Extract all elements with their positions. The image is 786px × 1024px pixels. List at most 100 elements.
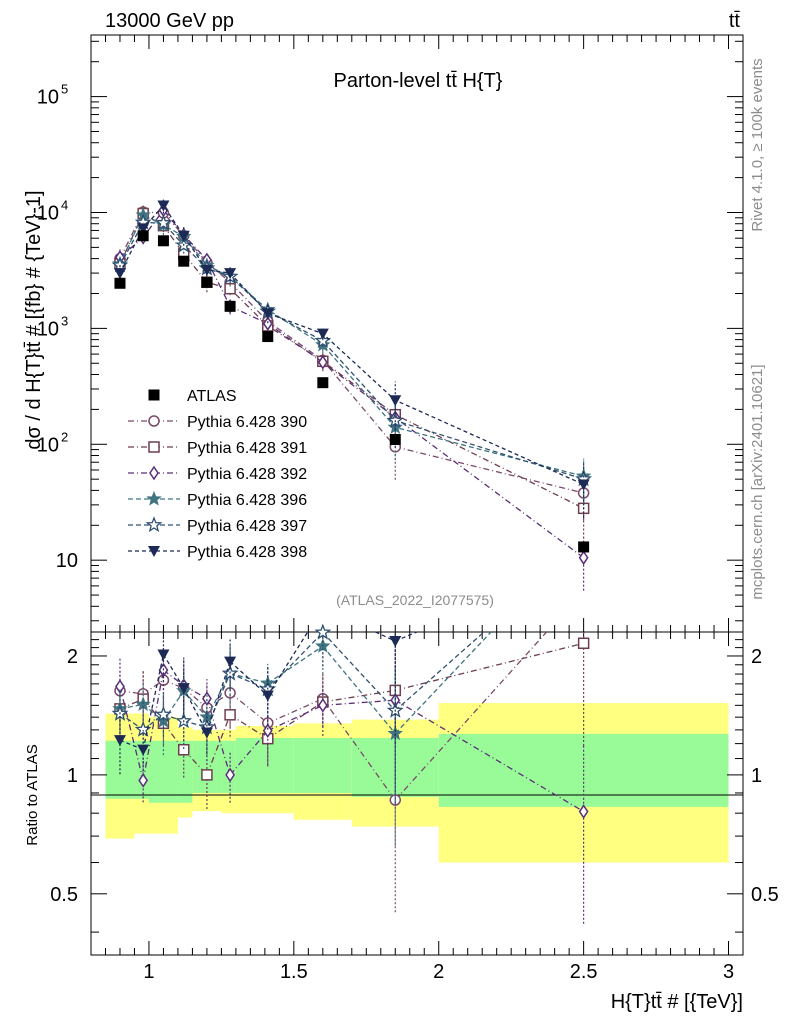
atlas-data-point [201,276,213,288]
ratio-line-segment [229,730,269,776]
marker-shape [578,804,589,819]
series-line [119,221,584,480]
main-panel-frame [90,34,744,633]
data-point [113,268,126,280]
marker-shape [137,223,150,235]
ratio-point [261,690,274,702]
legend-label: Pythia 6.428 392 [187,466,307,483]
ratio-point [177,743,190,756]
band-inner-bin [293,737,352,793]
marker-shape [148,441,160,453]
data-point [177,230,190,242]
atlas-data-point [224,300,236,312]
ratio-uncertainty-bands [105,703,729,863]
atlas-data-point [578,541,590,553]
data-point [155,214,172,231]
ratio-point [225,767,235,783]
ratio-panel-frame [90,631,744,956]
atlas-data-point [114,277,126,289]
data-point [578,550,589,566]
ratio-point [138,773,149,788]
legend-label: Pythia 6.428 390 [187,414,307,431]
atlas-data-point [262,331,274,343]
y-tick-label: 10 [56,550,78,572]
ratio-line-segment [229,714,269,740]
marker-shape [386,411,404,428]
legend-marker [149,465,159,481]
series-line [119,214,584,477]
data-point [224,282,236,295]
ratio-line-segment [206,698,231,776]
marker-shape [145,516,163,533]
legend-entry: Pythia 6.428 392 [128,465,307,483]
analysis-id: (ATLAS_2022_I2077575) [336,592,494,608]
marker-shape [261,308,274,320]
ratio-line-segment [206,661,231,733]
legend-label: Pythia 6.428 397 [187,518,307,535]
atlas-data-point [317,377,329,389]
ratio-line-segment [183,687,208,733]
band-inner-bin [221,740,236,793]
legend-entry: Pythia 6.428 391 [128,440,307,457]
data-point [261,308,274,320]
ratio-line-segment [322,699,396,706]
marker-shape [262,723,273,739]
data-point [157,200,170,212]
process-label: tt̄ [729,10,741,32]
ratio-line-segment [183,690,208,718]
marker-shape [155,705,172,722]
data-point [389,395,402,407]
atlas-data-point [178,255,190,267]
data-point [316,328,329,340]
data-point [200,264,213,276]
marker-shape [314,623,332,640]
ratio-line-segment [267,631,309,696]
x-tick-label: 1.5 [280,961,308,983]
y-tick-exponent: 2 [61,429,68,444]
marker-shape [317,697,328,713]
x-tick-label: 3 [723,961,734,983]
marker-shape [389,636,402,648]
legend-marker [148,546,160,557]
marker-shape [155,214,172,231]
x-tick-label: 1 [143,961,154,983]
legend-entry: Pythia 6.428 396 [128,490,307,509]
ratio-tick-label-right: 1 [751,765,762,787]
legend-label: Pythia 6.428 396 [187,492,307,509]
ratio-point [177,683,190,695]
ratio-line-segment [322,689,396,703]
y-tick-label: 10 [37,434,59,456]
marker-shape [177,683,190,695]
legend-label: Pythia 6.428 391 [187,440,307,457]
ratio-point [157,649,170,661]
ratio-point [578,804,589,819]
ratio-point [137,744,150,756]
marker-shape [224,268,237,280]
y-tick-exponent: 5 [61,82,68,97]
marker-shape [137,230,149,242]
ratio-point [389,636,402,648]
marker-shape [137,744,150,756]
ratio-tick-label-right: 2 [751,646,762,668]
marker-shape [157,200,170,212]
atlas-data-point [137,230,149,242]
atlas-data-point [157,235,169,247]
ratio-line-segment [162,690,185,722]
marker-shape [114,277,126,289]
marker-shape [225,767,235,783]
ratio-tick-label-left: 0.5 [50,884,78,906]
legend-marker [145,516,163,533]
data-point [224,268,237,280]
ratio-point [113,735,126,747]
legend-entry-atlas: ATLAS [148,388,237,405]
ratio-line-segment [322,645,396,734]
ratio-line-segment [267,698,324,724]
band-inner-bin [235,737,294,793]
marker-shape [387,725,403,741]
ratio-axis-title: Ratio to ATLAS [24,744,41,845]
ratio-point [224,656,237,668]
y-axis-title: dσ / d H{T}tt̄ # [{fb} # {TeV}-1] [23,190,45,449]
marker-shape [262,316,273,331]
